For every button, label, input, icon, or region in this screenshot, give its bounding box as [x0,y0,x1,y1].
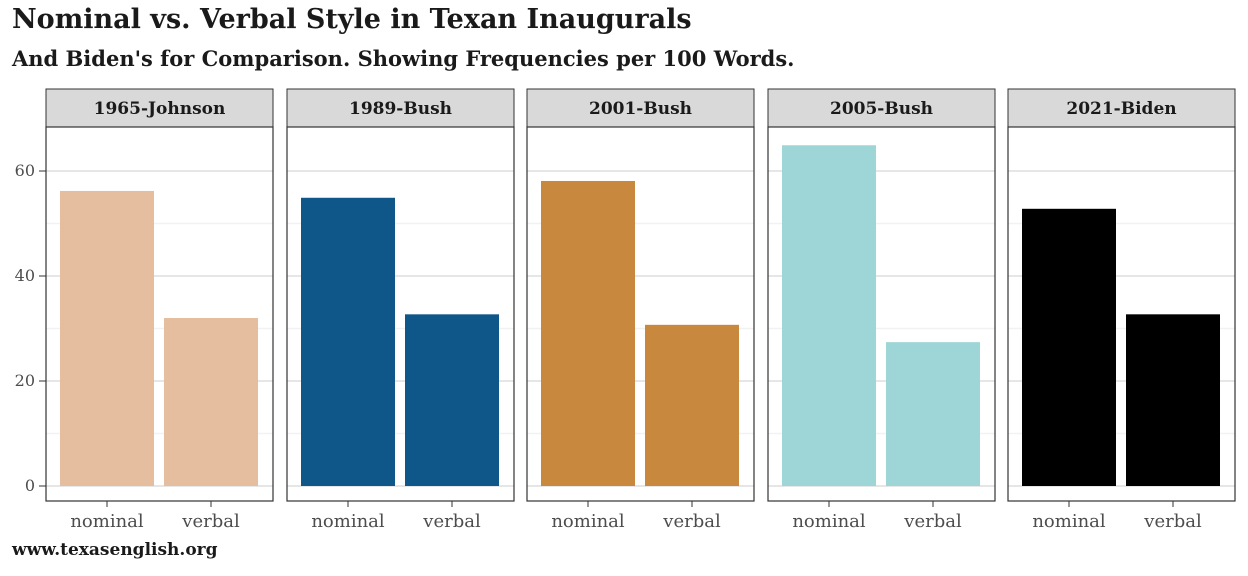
y-tick-label: 20 [15,371,35,390]
x-tick-label: verbal [662,511,721,532]
x-tick-label: nominal [792,511,866,532]
source-caption: www.texasenglish.org [12,540,218,560]
facet-panel-border [526,126,755,502]
facet-panel-border [767,126,996,502]
x-tick-label: nominal [70,511,144,532]
facet-panel: 1989-Bush nominal verbal [286,88,515,532]
y-tick-label: 40 [15,266,35,285]
bar-verbal [405,314,499,486]
chart-subtitle: And Biden's for Comparison. Showing Freq… [12,46,795,71]
x-tick-label: verbal [181,511,240,532]
bar-nominal [60,190,154,486]
bar-nominal [1022,208,1116,487]
facet-strip-label: 2021-Biden [1066,99,1176,119]
facet-strip-label: 1989-Bush [349,99,452,119]
facet-panel-border [45,126,274,502]
x-tick-label: nominal [1032,511,1106,532]
x-tick-label: nominal [551,511,625,532]
facet-strip-label: 2005-Bush [830,99,933,119]
bar-nominal [301,197,395,486]
facet-panel: 2001-Bush nominal verbal [526,88,755,532]
bar-verbal [164,318,258,486]
bar-nominal [782,145,876,486]
bar-verbal [1126,314,1220,486]
facet-strip [1007,88,1236,128]
facet-strip [526,88,755,128]
facet-strip [767,88,996,128]
facet-panel: 2005-Bush nominal verbal [767,88,996,532]
x-tick-label: nominal [311,511,385,532]
facet-panel-border [286,126,515,502]
facet-panel: 1965-Johnson nominal verbal [45,88,274,532]
chart-title: Nominal vs. Verbal Style in Texan Inaugu… [12,4,692,35]
bar-verbal [645,324,739,486]
y-tick-label: 60 [15,161,35,180]
x-tick-label: verbal [1143,511,1202,532]
x-tick-label: verbal [422,511,481,532]
facet-strip [45,88,274,128]
bar-verbal [886,342,980,486]
x-tick-label: verbal [903,511,962,532]
y-tick-label: 0 [25,476,35,495]
facet-strip-label: 2001-Bush [589,99,692,119]
facet-panel: 2021-Biden nominal verbal [1007,88,1236,532]
facet-panel-border [1007,126,1236,502]
bar-nominal [541,180,635,486]
facet-strip-label: 1965-Johnson [94,99,226,119]
